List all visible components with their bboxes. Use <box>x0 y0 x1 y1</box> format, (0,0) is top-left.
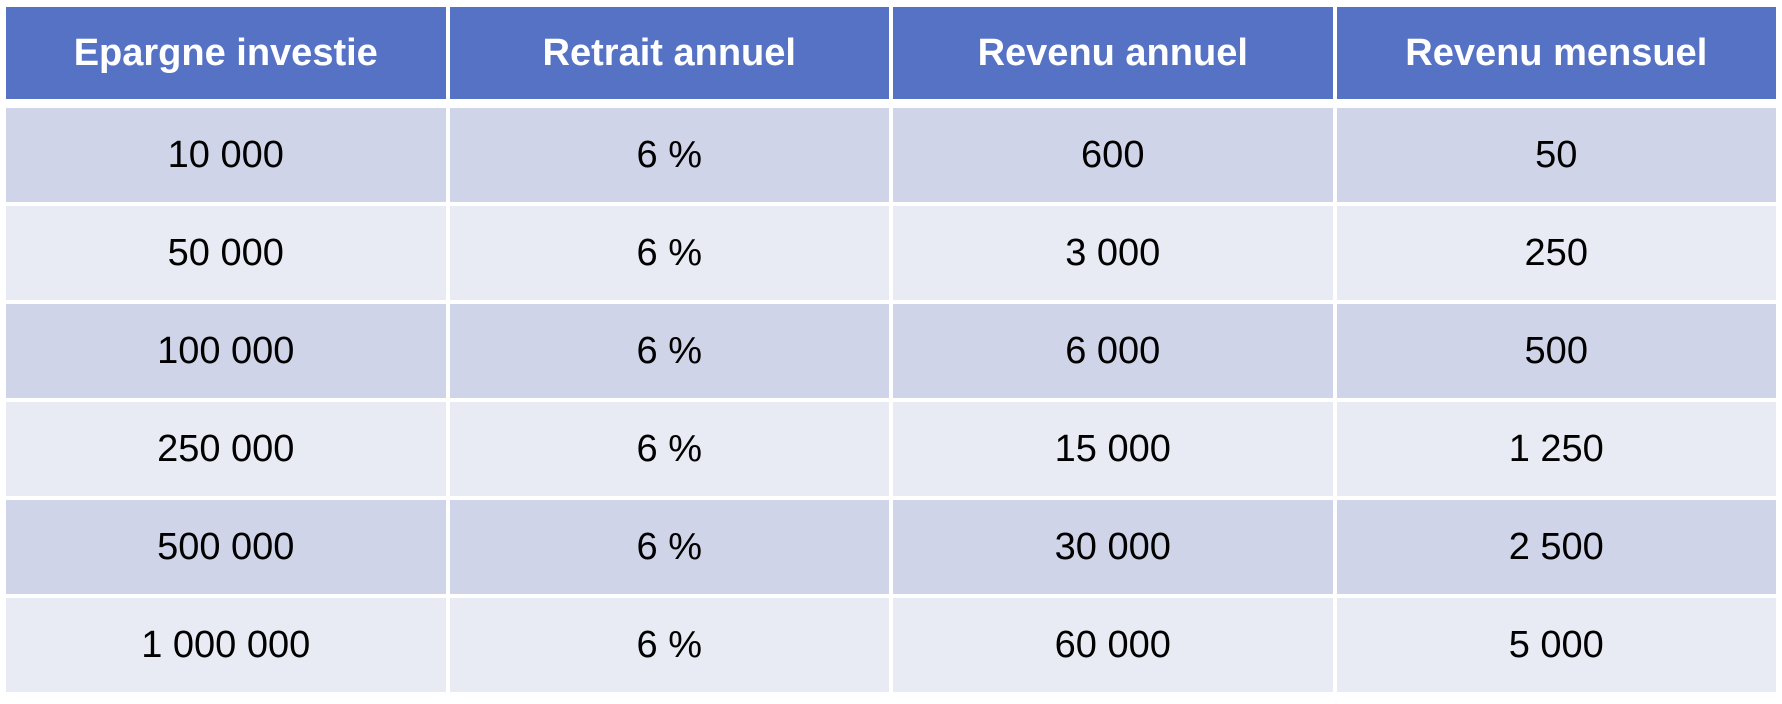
cell-revenu-mensuel: 250 <box>1336 206 1776 300</box>
cell-epargne-investie: 500 000 <box>6 500 446 594</box>
table-row: 1 000 000 6 % 60 000 5 000 <box>6 598 1776 692</box>
header-retrait-annuel: Retrait annuel <box>449 7 889 104</box>
cell-revenu-mensuel: 5 000 <box>1336 598 1776 692</box>
cell-revenu-mensuel: 500 <box>1336 304 1776 398</box>
cell-revenu-annuel: 15 000 <box>893 402 1333 496</box>
cell-retrait-annuel: 6 % <box>449 206 889 300</box>
cell-revenu-annuel: 60 000 <box>893 598 1333 692</box>
cell-epargne-investie: 250 000 <box>6 402 446 496</box>
savings-income-table-container: Epargne investie Retrait annuel Revenu a… <box>6 7 1776 692</box>
cell-revenu-mensuel: 1 250 <box>1336 402 1776 496</box>
cell-epargne-investie: 1 000 000 <box>6 598 446 692</box>
table-row: 500 000 6 % 30 000 2 500 <box>6 500 1776 594</box>
header-revenu-mensuel: Revenu mensuel <box>1336 7 1776 104</box>
table-row: 50 000 6 % 3 000 250 <box>6 206 1776 300</box>
cell-retrait-annuel: 6 % <box>449 500 889 594</box>
cell-revenu-annuel: 6 000 <box>893 304 1333 398</box>
cell-retrait-annuel: 6 % <box>449 598 889 692</box>
table-row: 10 000 6 % 600 50 <box>6 108 1776 202</box>
header-row: Epargne investie Retrait annuel Revenu a… <box>6 7 1776 104</box>
cell-epargne-investie: 50 000 <box>6 206 446 300</box>
table-row: 250 000 6 % 15 000 1 250 <box>6 402 1776 496</box>
table-row: 100 000 6 % 6 000 500 <box>6 304 1776 398</box>
cell-epargne-investie: 10 000 <box>6 108 446 202</box>
cell-revenu-annuel: 3 000 <box>893 206 1333 300</box>
header-epargne-investie: Epargne investie <box>6 7 446 104</box>
cell-revenu-mensuel: 50 <box>1336 108 1776 202</box>
table-body: 10 000 6 % 600 50 50 000 6 % 3 000 250 1… <box>6 108 1776 692</box>
cell-retrait-annuel: 6 % <box>449 108 889 202</box>
header-revenu-annuel: Revenu annuel <box>893 7 1333 104</box>
savings-income-table: Epargne investie Retrait annuel Revenu a… <box>2 3 1780 696</box>
cell-revenu-annuel: 600 <box>893 108 1333 202</box>
cell-revenu-annuel: 30 000 <box>893 500 1333 594</box>
table-header: Epargne investie Retrait annuel Revenu a… <box>6 7 1776 104</box>
cell-revenu-mensuel: 2 500 <box>1336 500 1776 594</box>
cell-retrait-annuel: 6 % <box>449 304 889 398</box>
cell-retrait-annuel: 6 % <box>449 402 889 496</box>
cell-epargne-investie: 100 000 <box>6 304 446 398</box>
